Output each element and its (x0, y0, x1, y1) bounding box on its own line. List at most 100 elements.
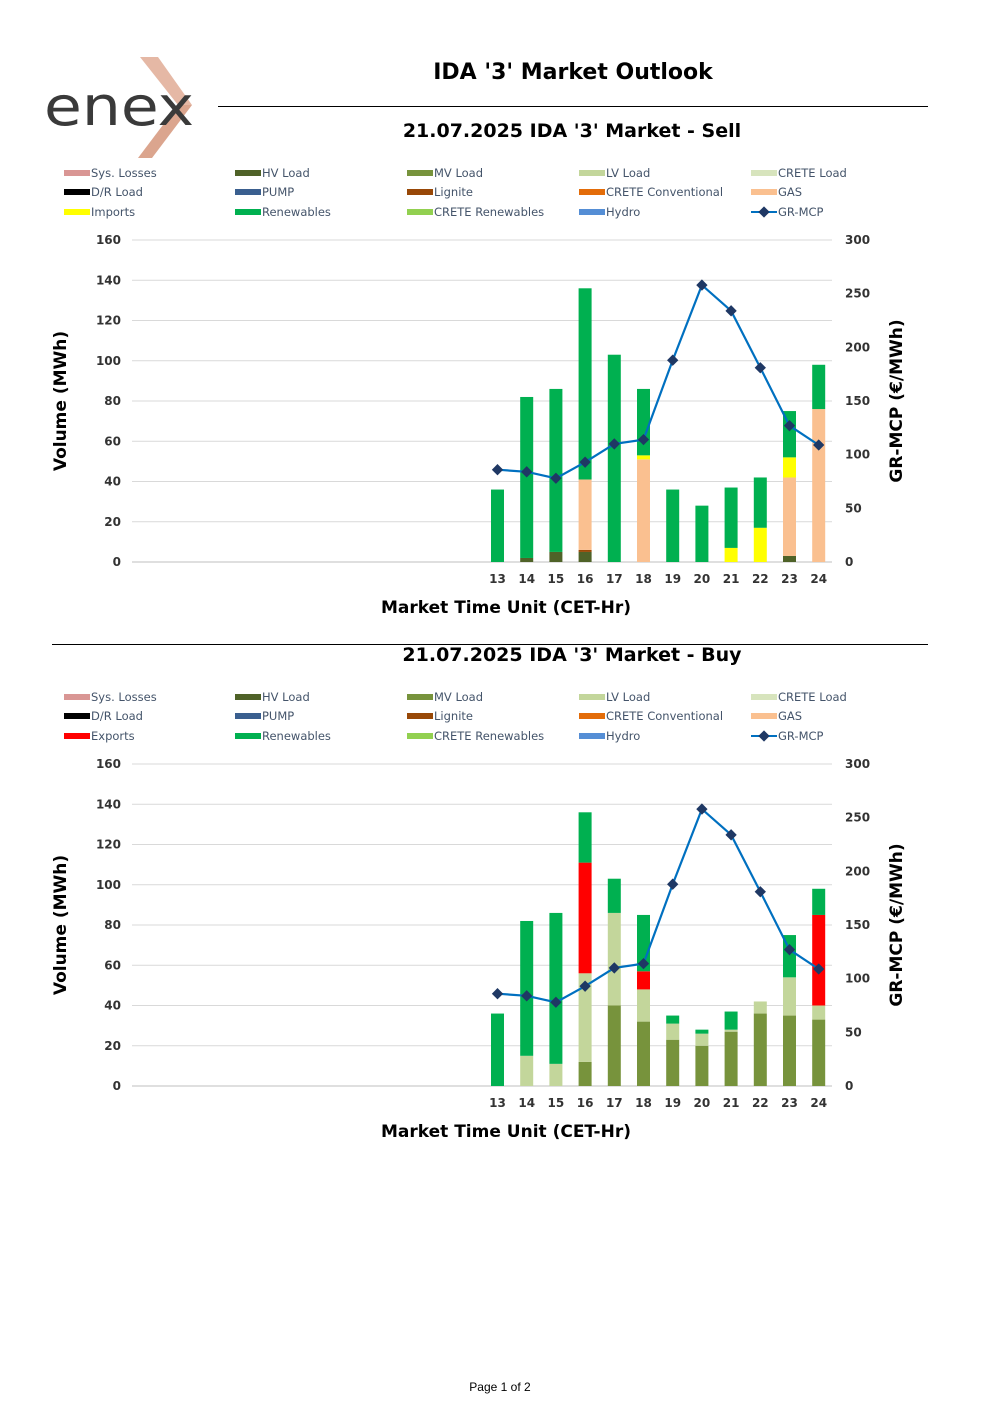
x-tick-label: 19 (664, 1096, 681, 1110)
y2-tick-label: 300 (845, 233, 870, 247)
y2-tick-label: 50 (845, 501, 862, 515)
chart-title: 21.07.2025 IDA '3' Market - Buy (402, 644, 742, 666)
legend-label-hydro: Hydro (606, 729, 640, 743)
title-divider (218, 106, 928, 107)
bar-mv-load-19 (666, 1039, 680, 1086)
bar-renewables-13 (491, 489, 504, 562)
legend-label-crete-load: CRETE Load (778, 690, 847, 704)
bar-renewables-15 (549, 388, 563, 552)
legend-label-lignite: Lignite (434, 709, 473, 723)
x-axis-title: Market Time Unit (CET-Hr) (381, 1122, 631, 1142)
x-tick-label: 18 (635, 1096, 652, 1110)
legend-swatch-lv-load (579, 170, 605, 176)
legend-swatch-renewables (235, 209, 261, 215)
x-tick-label: 22 (752, 1096, 769, 1110)
x-tick-label: 20 (694, 572, 711, 586)
x-tick-label: 14 (518, 572, 535, 586)
bar-renewables-21 (724, 487, 738, 548)
bar-imports-21 (724, 547, 738, 562)
y-tick-label: 0 (113, 1079, 121, 1093)
buy-chart-svg: 21.07.2025 IDA '3' Market - Buy Sys. Loss… (51, 644, 907, 1142)
bar-lv-load-20 (695, 1033, 709, 1046)
bar-renewables-21 (724, 1011, 738, 1030)
y-axis-title: Volume (MWh) (51, 331, 71, 471)
y-tick-label: 100 (96, 354, 121, 368)
legend-swatch-crete-load (751, 694, 777, 700)
gr-mcp-point-16 (579, 980, 591, 992)
bar-gas-16 (578, 479, 592, 550)
bar-gas-24 (812, 409, 826, 562)
x-tick-label: 24 (810, 1096, 827, 1110)
x-tick-label: 19 (664, 572, 681, 586)
gr-mcp-point-13 (491, 464, 504, 476)
gr-mcp-point-15 (550, 472, 562, 484)
legend-marker-gr-mcp (758, 206, 770, 218)
legend-swatch-mv-load (407, 694, 433, 700)
buy-chart: 21.07.2025 IDA '3' Market - Buy Sys. Loss… (0, 629, 1000, 1169)
legend-swatch-crete-renewables (407, 733, 433, 739)
page-number: Page 1 of 2 (469, 1380, 531, 1394)
x-tick-label: 17 (606, 572, 623, 586)
bar-exports-16 (578, 862, 592, 974)
x-tick-label: 16 (577, 1096, 594, 1110)
gr-mcp-point-22 (754, 886, 766, 898)
legend-label-mv-load: MV Load (434, 166, 483, 180)
y2-tick-label: 0 (845, 1079, 853, 1093)
legend-label-exports: Exports (91, 729, 135, 743)
bar-mv-load-22 (753, 1013, 767, 1086)
x-tick-label: 21 (723, 572, 740, 586)
gr-mcp-point-21 (725, 305, 737, 317)
bar-lv-load-22 (753, 1001, 767, 1014)
bar-lv-load-21 (724, 1029, 738, 1032)
bar-renewables-15 (549, 912, 563, 1064)
legend-label-gas: GAS (778, 185, 802, 199)
x-tick-label: 16 (577, 572, 594, 586)
bar-lv-load-15 (549, 1063, 563, 1086)
x-tick-label: 13 (489, 572, 506, 586)
y-tick-label: 160 (96, 757, 121, 771)
gr-mcp-point-13 (491, 988, 504, 1000)
bar-renewables-18 (637, 388, 650, 456)
bar-renewables-13 (491, 1013, 504, 1086)
legend-label-hv-load: HV Load (262, 690, 310, 704)
legend-swatch-sys-losses (64, 694, 90, 700)
chart-title: 21.07.2025 IDA '3' Market - Sell (403, 120, 741, 142)
y2-tick-label: 300 (845, 757, 870, 771)
bar-gas-18 (637, 459, 650, 562)
y2-tick-label: 150 (845, 918, 870, 932)
y-tick-label: 40 (104, 475, 121, 489)
legend-label-crete-renewables: CRETE Renewables (434, 205, 544, 219)
x-axis-title: Market Time Unit (CET-Hr) (381, 598, 631, 618)
legend-swatch-hydro (579, 733, 605, 739)
bar-lv-load-18 (637, 989, 650, 1022)
bar-mv-load-20 (695, 1045, 709, 1086)
legend-label-crete-load: CRETE Load (778, 166, 847, 180)
y-tick-label: 100 (96, 878, 121, 892)
gr-mcp-point-19 (667, 878, 679, 890)
logo-wordmark: enex (44, 75, 194, 138)
legend-swatch-lv-load (579, 694, 605, 700)
bar-gas-23 (783, 477, 796, 556)
bar-renewables-16 (578, 288, 592, 480)
legend-label-gr-mcp: GR-MCP (778, 205, 824, 219)
bar-renewables-24 (812, 888, 826, 915)
legend-swatch-renewables (235, 733, 261, 739)
y2-tick-label: 200 (845, 864, 870, 878)
logo-chevron-lower (138, 105, 192, 158)
legend-label-imports: Imports (91, 205, 135, 219)
y-axis-title: Volume (MWh) (51, 855, 71, 995)
legend-label-pump: PUMP (262, 185, 294, 199)
legend-swatch-crete-conventional (579, 713, 605, 719)
legend-swatch-lignite (407, 713, 433, 719)
legend-swatch-imports (64, 209, 90, 215)
bar-hv-load-15 (549, 551, 563, 562)
legend-label-renewables: Renewables (262, 205, 331, 219)
bar-renewables-23 (783, 411, 796, 458)
gr-mcp-line (497, 807, 820, 1004)
x-tick-label: 24 (810, 572, 827, 586)
legend-label-d-r-load: D/R Load (91, 185, 143, 199)
bar-lv-load-14 (520, 1055, 534, 1086)
y2-tick-label: 200 (845, 340, 870, 354)
bar-mv-load-17 (607, 1005, 621, 1086)
x-tick-label: 22 (752, 572, 769, 586)
